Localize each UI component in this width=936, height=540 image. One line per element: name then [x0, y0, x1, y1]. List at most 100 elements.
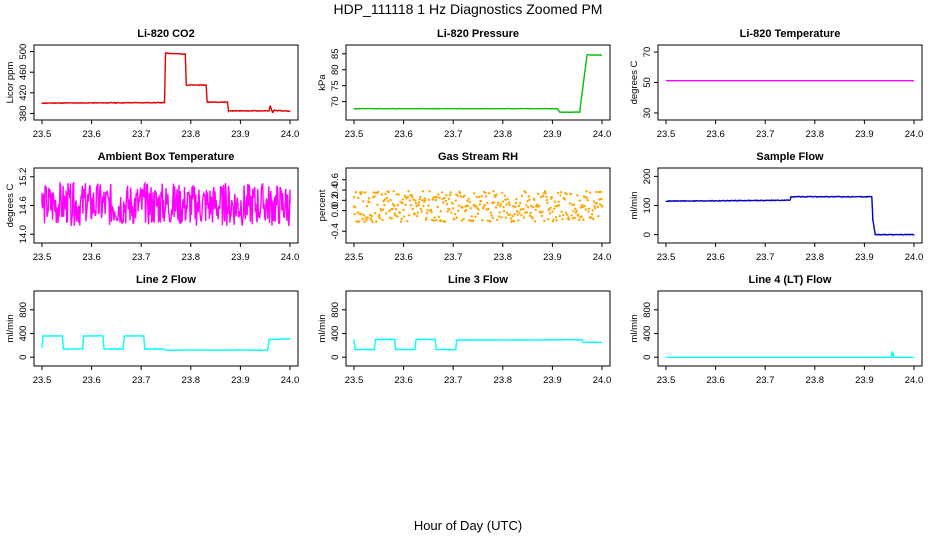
data-point [517, 204, 521, 208]
data-point [402, 208, 405, 212]
data-point [353, 213, 356, 216]
data-point [484, 195, 488, 198]
data-point [548, 212, 552, 215]
data-point [457, 204, 460, 207]
data-point [453, 213, 457, 216]
panel-4: Ambient Box Temperature 23.5 23.6 23.7 23.8 2… [5, 151, 299, 263]
data-point [407, 190, 410, 193]
data-point [531, 217, 534, 220]
data-point [592, 200, 596, 203]
data-point [385, 196, 389, 200]
x-tick-label: 23.9 [231, 375, 250, 386]
data-point [483, 203, 486, 207]
x-tick-label: 23.5 [33, 129, 52, 140]
panel-title: Line 4 (LT) Flow [749, 274, 832, 286]
y-tick-label: 15.2 [18, 168, 29, 187]
data-point [395, 193, 398, 196]
data-point [524, 191, 527, 194]
data-point [512, 205, 515, 208]
data-point [462, 217, 465, 221]
x-tick-label: 24.0 [593, 375, 612, 386]
data-point [433, 216, 436, 219]
y-axis-label: ml/min [629, 315, 640, 343]
data-point [516, 213, 519, 216]
data-point [506, 198, 509, 201]
x-tick-label: 23.9 [855, 252, 874, 263]
x-tick-label: 23.8 [806, 252, 825, 263]
data-point [525, 204, 528, 207]
x-tick-label: 23.7 [132, 375, 151, 386]
data-point [362, 214, 366, 217]
data-point [561, 214, 565, 217]
plot-frame [657, 44, 923, 121]
data-point [540, 214, 544, 218]
data-point [512, 220, 516, 223]
x-tick-label: 23.8 [806, 129, 825, 140]
data-point [401, 198, 405, 201]
data-point [458, 191, 462, 195]
data-point [558, 204, 561, 207]
x-tick-label: 23.9 [231, 129, 250, 140]
data-point [475, 195, 478, 199]
data-point [459, 195, 462, 198]
data-point [411, 207, 415, 211]
data-point [597, 190, 601, 194]
data-point [434, 195, 437, 199]
data-point [574, 211, 578, 214]
data-point [457, 209, 460, 213]
data-point [591, 209, 594, 212]
panel-3: Li-820 Temperature 23.5 23.6 23.7 23.8 23.9 24… [629, 28, 923, 140]
plot-frame [657, 290, 923, 367]
x-tick-label: 23.9 [855, 375, 874, 386]
data-point [559, 194, 562, 197]
x-tick-label: 23.6 [82, 252, 101, 263]
data-point [497, 201, 500, 204]
x-tick-label: 23.7 [756, 375, 775, 386]
data-point [427, 198, 431, 202]
data-point [600, 197, 603, 201]
data-point [417, 203, 420, 207]
data-point [369, 217, 372, 220]
data-point [373, 211, 377, 215]
y-axis-label: Licor ppm [5, 62, 16, 104]
data-point [544, 192, 547, 195]
x-tick-label: 23.8 [182, 375, 201, 386]
data-point [359, 192, 362, 196]
data-point [360, 191, 364, 194]
data-series-line [666, 351, 914, 358]
x-tick-label: 23.6 [706, 129, 725, 140]
data-point [443, 196, 446, 200]
data-point [500, 216, 503, 219]
data-point [499, 205, 502, 208]
x-tick-label: 23.5 [33, 252, 52, 263]
data-point [595, 202, 599, 205]
y-tick-label: 0.6 [330, 173, 341, 186]
data-point [450, 211, 453, 214]
data-point [440, 220, 443, 223]
x-tick-label: 23.5 [345, 252, 364, 263]
data-point [480, 195, 483, 198]
data-point [354, 206, 357, 209]
data-point [566, 213, 569, 216]
y-tick-label: 0 [18, 355, 29, 360]
x-tick-label: 23.5 [657, 129, 676, 140]
panel-title: Ambient Box Temperature [98, 151, 235, 163]
data-point [431, 198, 434, 201]
x-tick-label: 23.5 [657, 252, 676, 263]
data-point [426, 209, 429, 212]
data-point [408, 199, 411, 202]
data-point [390, 217, 393, 220]
x-tick-label: 23.6 [82, 375, 101, 386]
data-point [478, 203, 482, 206]
data-point [476, 212, 480, 215]
x-tick-label: 24.0 [593, 129, 612, 140]
data-point [378, 213, 381, 217]
data-point [481, 218, 484, 222]
data-point [519, 201, 522, 205]
data-point [599, 190, 602, 194]
data-point [518, 211, 521, 214]
x-tick-label: 24.0 [281, 129, 300, 140]
data-point [567, 216, 570, 219]
data-point [427, 204, 430, 207]
y-tick-label: 0.2 [330, 194, 341, 207]
